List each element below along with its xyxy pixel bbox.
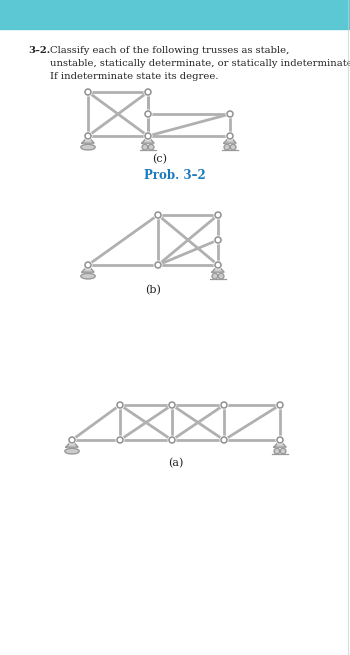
Circle shape [168,436,176,444]
Polygon shape [82,136,94,143]
Circle shape [230,144,236,150]
Polygon shape [274,440,286,447]
Polygon shape [142,136,154,143]
Circle shape [276,402,284,409]
Circle shape [226,132,234,140]
Circle shape [68,436,76,444]
Circle shape [212,273,218,279]
Polygon shape [212,265,224,272]
Circle shape [154,211,162,219]
Circle shape [220,436,228,444]
Text: 3–2.: 3–2. [28,46,50,55]
Polygon shape [82,265,94,272]
Circle shape [168,402,176,409]
Text: (b): (b) [145,285,161,295]
Circle shape [218,273,224,279]
Ellipse shape [81,144,95,150]
Polygon shape [66,440,78,447]
Circle shape [220,402,228,409]
Circle shape [224,144,230,150]
Text: (c): (c) [153,154,168,164]
Circle shape [84,88,92,96]
Polygon shape [224,136,236,143]
Circle shape [144,88,152,96]
Circle shape [276,436,284,444]
Circle shape [154,261,162,269]
Ellipse shape [65,449,79,454]
Circle shape [214,261,222,269]
Circle shape [148,144,154,150]
Text: Classify each of the following trusses as stable,
unstable, statically determina: Classify each of the following trusses a… [50,46,350,81]
Text: (a): (a) [168,458,184,468]
Circle shape [144,110,152,118]
Circle shape [116,402,124,409]
Circle shape [142,144,148,150]
Circle shape [226,110,234,118]
Circle shape [84,132,92,140]
Ellipse shape [81,273,95,279]
Circle shape [116,436,124,444]
Circle shape [280,449,286,454]
Circle shape [214,236,222,244]
Circle shape [144,132,152,140]
Text: Prob. 3–2: Prob. 3–2 [144,169,206,182]
Circle shape [214,211,222,219]
Circle shape [274,449,280,454]
Bar [0,0,350,29]
Circle shape [84,261,92,269]
